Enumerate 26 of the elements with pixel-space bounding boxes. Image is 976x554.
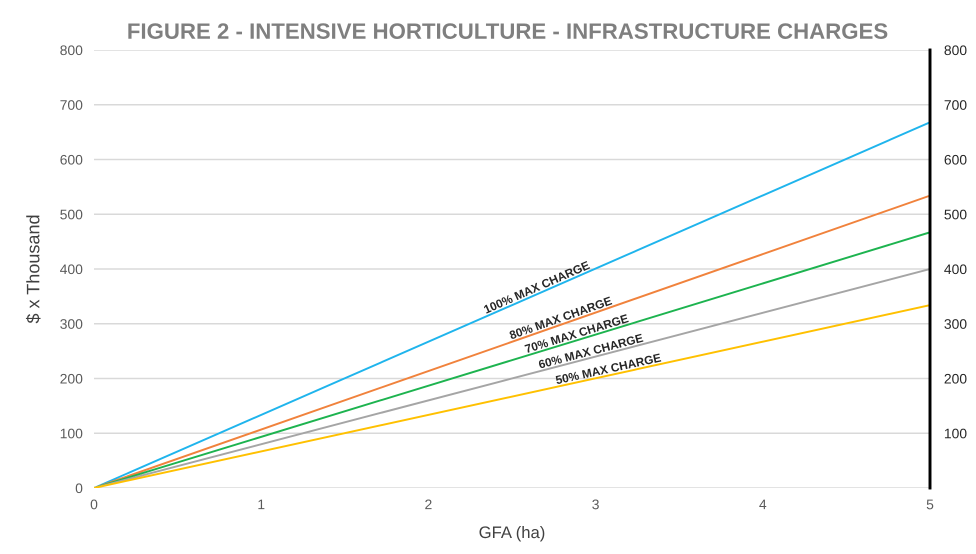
x-tick-label: 5 xyxy=(926,500,934,510)
x-tick-label: 3 xyxy=(592,499,599,510)
y-tick-label: 0 xyxy=(76,483,82,494)
y-axis-title: $ x Thousand xyxy=(26,216,41,324)
y2-tick-label: 800 xyxy=(944,45,967,56)
chart-title: FIGURE 2 - INTENSIVE HORTICULTURE - INFRASTRUCTURE CHARGES xyxy=(128,23,888,39)
x-axis-title: GFA (ha) xyxy=(479,526,544,542)
x-tick-label: 1 xyxy=(258,500,264,510)
x-tick-label: 0 xyxy=(90,499,98,510)
y-tick-label: 800 xyxy=(60,45,82,56)
y-tick-label: 300 xyxy=(60,319,82,329)
y-tick-label: 400 xyxy=(60,264,82,274)
y-tick-label: 700 xyxy=(60,100,82,110)
y2-tick-label: 600 xyxy=(944,154,967,165)
y2-tick-label: 100 xyxy=(944,428,967,438)
x-tick-label: 4 xyxy=(759,500,766,510)
y-tick-label: 600 xyxy=(60,154,82,165)
y-tick-label: 200 xyxy=(60,374,82,384)
y2-tick-label: 300 xyxy=(944,319,967,329)
y2-tick-label: 700 xyxy=(944,100,967,110)
y-tick-label: 500 xyxy=(60,210,82,220)
y2-tick-label: 500 xyxy=(944,210,967,220)
x-tick-label: 2 xyxy=(425,499,432,510)
y-tick-label: 100 xyxy=(60,428,82,438)
y2-tick-label: 400 xyxy=(944,264,967,274)
y2-tick-label: 200 xyxy=(944,374,967,384)
